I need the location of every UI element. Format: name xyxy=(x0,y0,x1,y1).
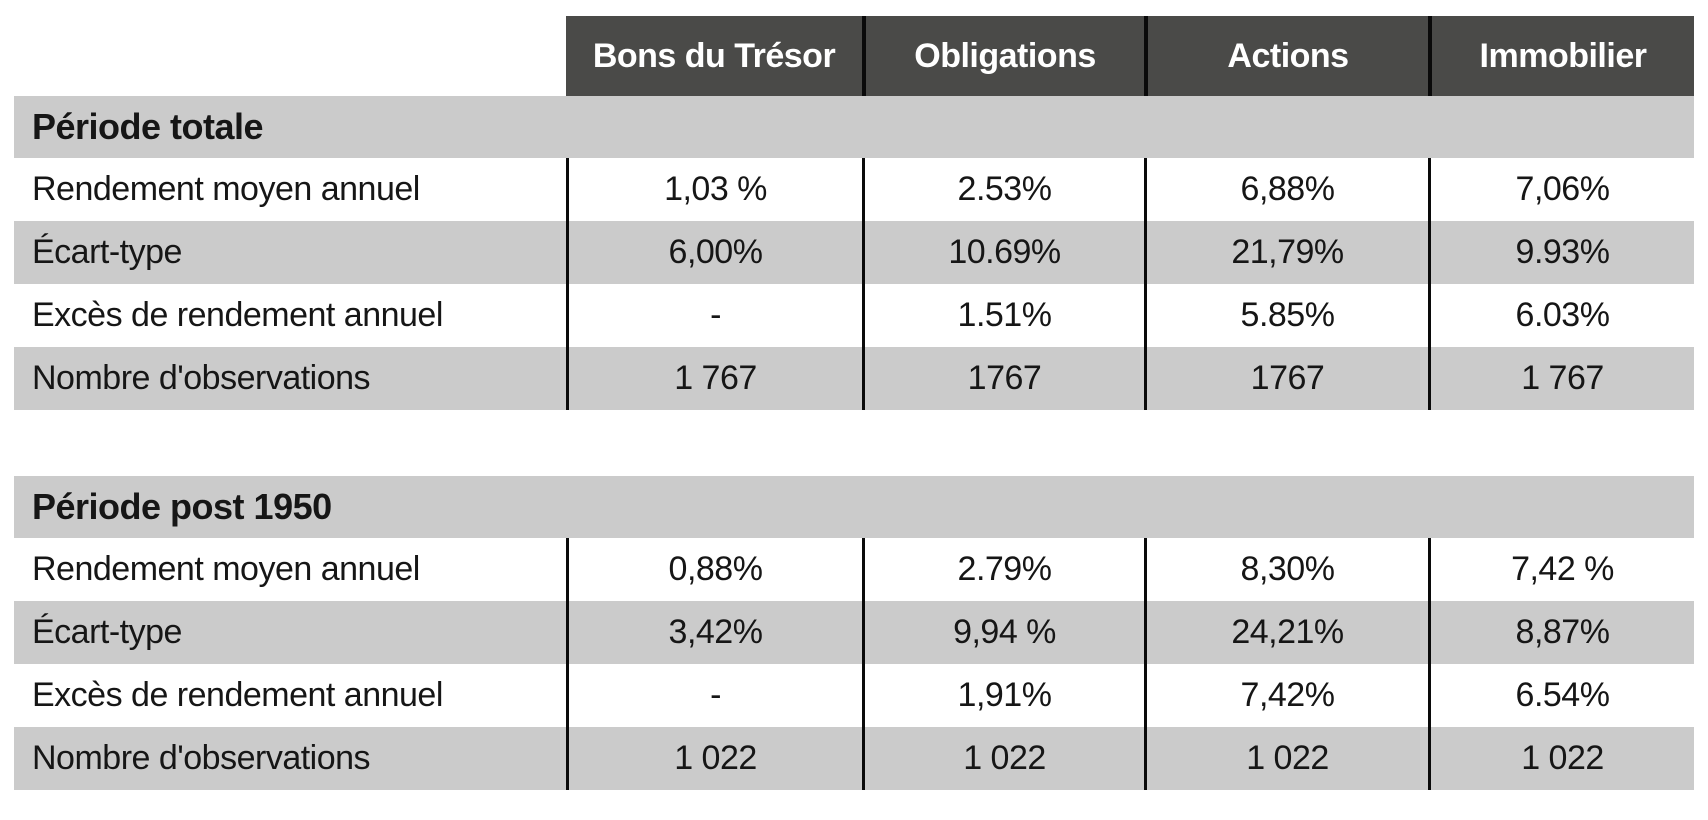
cell-value: 10.69% xyxy=(862,221,1144,284)
section-title-periode-post-1950: Période post 1950 xyxy=(14,476,1694,538)
cell-value: 1767 xyxy=(862,347,1144,410)
cell-value: 1 022 xyxy=(862,727,1144,790)
row-label: Excès de rendement annuel xyxy=(32,296,443,334)
cell-value: 1,91% xyxy=(862,664,1144,727)
cell-value: 1 022 xyxy=(1144,727,1428,790)
row-label: Écart-type xyxy=(32,233,182,271)
cell-value: 3,42% xyxy=(566,601,862,664)
table-row: Rendement moyen annuel 0,88% 2.79% 8,30%… xyxy=(14,538,1694,601)
cell-value: 24,21% xyxy=(1144,601,1428,664)
table-row: Excès de rendement annuel - 1.51% 5.85% … xyxy=(14,284,1694,347)
cell-value: 0,88% xyxy=(566,538,862,601)
cell-value: 8,87% xyxy=(1428,601,1694,664)
cell-value: 7,42 % xyxy=(1428,538,1694,601)
table-row: Écart-type 3,42% 9,94 % 24,21% 8,87% xyxy=(14,601,1694,664)
cell-value: 1 767 xyxy=(1428,347,1694,410)
column-header-row: Bons du Trésor Obligations Actions Immob… xyxy=(566,16,1694,96)
column-header-actions: Actions xyxy=(1144,16,1428,96)
cell-value: 9.93% xyxy=(1428,221,1694,284)
cell-value: 2.79% xyxy=(862,538,1144,601)
cell-value: 6,00% xyxy=(566,221,862,284)
cell-value: 1,03 % xyxy=(566,158,862,221)
cell-value: 9,94 % xyxy=(862,601,1144,664)
cell-value: 6.03% xyxy=(1428,284,1694,347)
cell-value: 1.51% xyxy=(862,284,1144,347)
cell-value: 1 022 xyxy=(566,727,862,790)
table-row: Écart-type 6,00% 10.69% 21,79% 9.93% xyxy=(14,221,1694,284)
table-row: Nombre d'observations 1 767 1767 1767 1 … xyxy=(14,347,1694,410)
row-label: Excès de rendement annuel xyxy=(32,676,443,714)
table-row: Excès de rendement annuel - 1,91% 7,42% … xyxy=(14,664,1694,727)
row-label: Nombre d'observations xyxy=(32,739,371,777)
row-label: Rendement moyen annuel xyxy=(32,550,420,588)
section-title-periode-totale: Période totale xyxy=(14,96,1694,158)
cell-value: 5.85% xyxy=(1144,284,1428,347)
column-header-obligations: Obligations xyxy=(862,16,1144,96)
column-header-bons-du-tresor: Bons du Trésor xyxy=(566,16,862,96)
cell-value: 8,30% xyxy=(1144,538,1428,601)
cell-value: 6,88% xyxy=(1144,158,1428,221)
column-header-immobilier: Immobilier xyxy=(1428,16,1694,96)
cell-value: - xyxy=(566,664,862,727)
cell-value: 2.53% xyxy=(862,158,1144,221)
cell-value: 1 767 xyxy=(566,347,862,410)
section-gap xyxy=(14,410,1694,476)
cell-value: 6.54% xyxy=(1428,664,1694,727)
cell-value: 21,79% xyxy=(1144,221,1428,284)
row-label: Rendement moyen annuel xyxy=(32,170,420,208)
row-label: Nombre d'observations xyxy=(32,359,371,397)
table-row: Nombre d'observations 1 022 1 022 1 022 … xyxy=(14,727,1694,790)
cell-value: 1 022 xyxy=(1428,727,1694,790)
cell-value: 1767 xyxy=(1144,347,1428,410)
cell-value: 7,06% xyxy=(1428,158,1694,221)
table-row: Rendement moyen annuel 1,03 % 2.53% 6,88… xyxy=(14,158,1694,221)
cell-value: - xyxy=(566,284,862,347)
cell-value: 7,42% xyxy=(1144,664,1428,727)
row-label: Écart-type xyxy=(32,613,182,651)
